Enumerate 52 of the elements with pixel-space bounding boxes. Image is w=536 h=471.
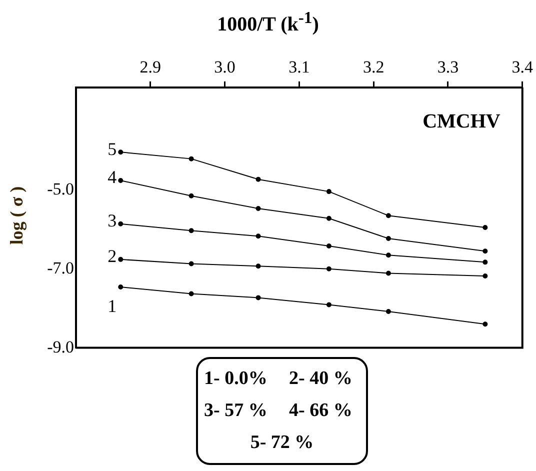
- point: [118, 150, 124, 155]
- point: [256, 295, 261, 300]
- point: [256, 206, 261, 212]
- point: [118, 178, 124, 184]
- point: [482, 224, 488, 230]
- series-label: 1: [108, 296, 117, 316]
- point: [118, 256, 124, 262]
- x-tick-label: 3.1: [288, 58, 310, 77]
- point: [256, 264, 261, 269]
- y-axis-title: log ( σ ): [6, 185, 28, 247]
- point: [386, 252, 391, 258]
- series-label: 4: [108, 167, 117, 188]
- point: [188, 156, 194, 162]
- series-label: 5: [108, 138, 117, 159]
- point: [386, 270, 391, 276]
- y-tick-label: -5.0: [47, 179, 74, 198]
- x-tick-label: 2.9: [140, 58, 162, 77]
- point: [188, 291, 194, 296]
- text: CMCHV: [422, 110, 501, 133]
- y-tick-label: -7.0: [47, 258, 74, 278]
- point: [386, 236, 391, 242]
- x-axis-title: 1000/T (k$^{-1}$): [216, 8, 320, 37]
- point: [326, 216, 332, 221]
- point: [326, 302, 332, 308]
- text: 4- 66 %: [289, 400, 354, 422]
- point: [482, 322, 488, 327]
- point: [326, 189, 332, 194]
- point: [118, 221, 124, 226]
- point: [482, 273, 488, 278]
- series-label: 3: [108, 210, 117, 231]
- point: [386, 213, 391, 218]
- x-tick-label: 3.4: [512, 58, 534, 77]
- text: 2- 40 %: [289, 368, 354, 390]
- x-tick-label: 3.2: [362, 58, 384, 77]
- text: 1- 0.0%: [204, 368, 268, 390]
- text: 3- 57 %: [204, 400, 268, 422]
- point: [256, 234, 261, 239]
- series-label: 2: [108, 246, 117, 266]
- point: [256, 176, 261, 182]
- point: [188, 228, 194, 234]
- text: 5- 72 %: [249, 432, 315, 454]
- point: [482, 260, 488, 265]
- x-tick-label: 3.0: [214, 58, 236, 77]
- y-tick-label: -9.0: [47, 337, 74, 356]
- x-tick-label: 3.3: [437, 58, 459, 77]
- point: [326, 266, 332, 272]
- point: [482, 248, 488, 254]
- point: [118, 284, 124, 290]
- point: [188, 261, 194, 266]
- point: [386, 309, 391, 314]
- point: [326, 244, 332, 249]
- point: [188, 193, 194, 198]
